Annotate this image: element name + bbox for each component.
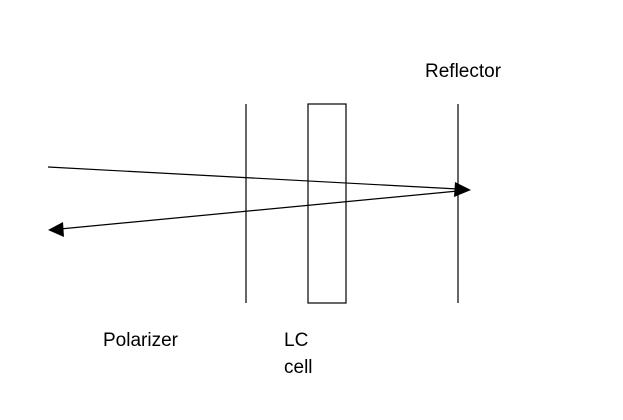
incoming-ray — [47, 166, 459, 190]
lc-cell-rect — [307, 103, 347, 304]
incoming-arrowhead — [454, 182, 471, 197]
reflector-label: Reflector — [425, 61, 502, 82]
lc-cell-label-line1: LC — [284, 330, 309, 351]
lc-cell-label-line2: cell — [284, 357, 313, 378]
polarizer-label: Polarizer — [103, 330, 178, 351]
reflected-arrowhead — [48, 222, 64, 237]
reflected-ray — [59, 190, 459, 230]
